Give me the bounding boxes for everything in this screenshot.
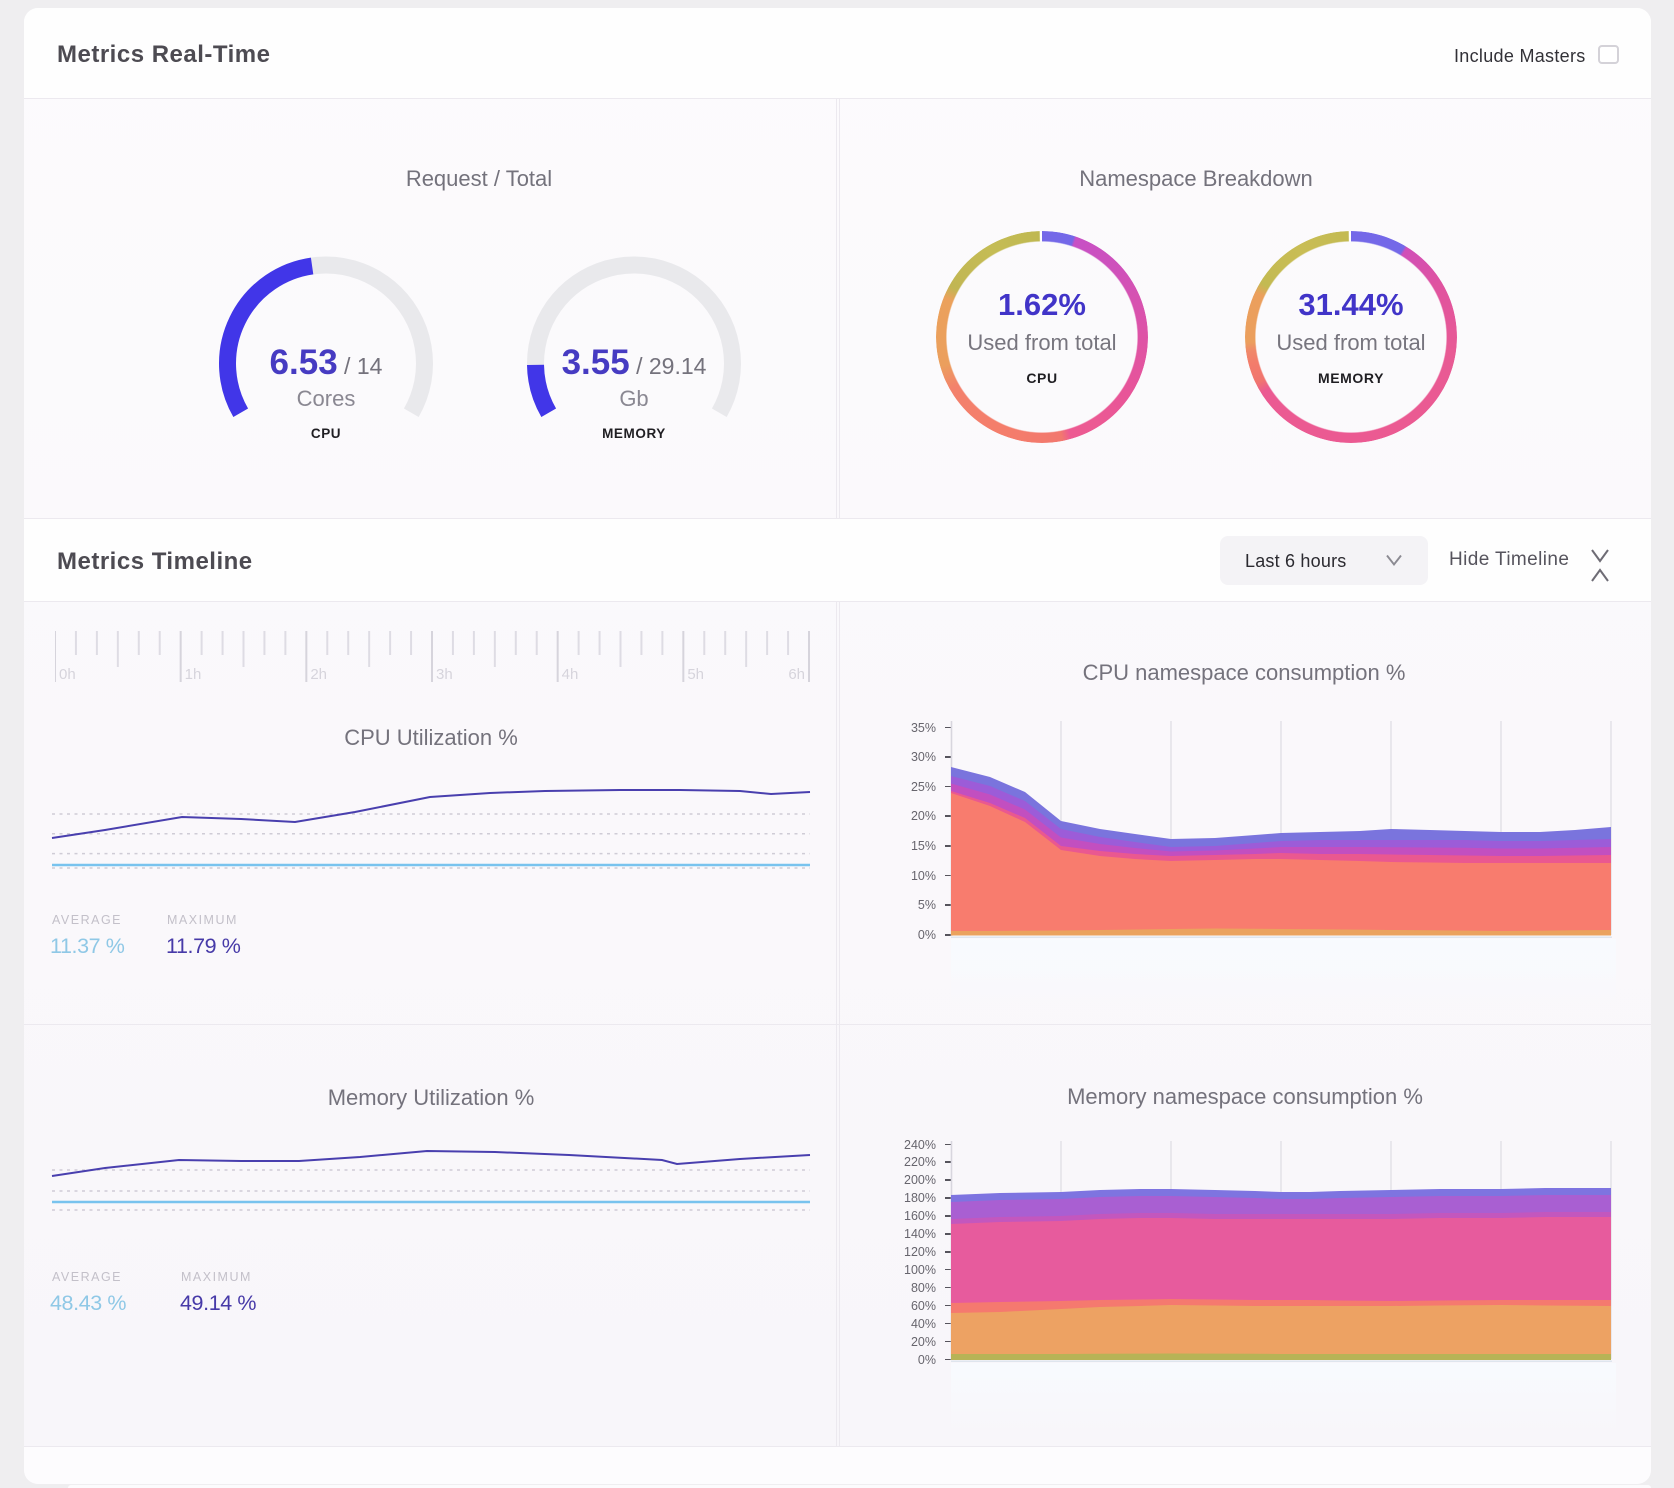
svg-text:3h: 3h: [436, 666, 453, 682]
svg-text:1h: 1h: [185, 666, 202, 682]
svg-text:5h: 5h: [687, 666, 704, 682]
svg-text:0h: 0h: [59, 666, 76, 682]
svg-text:2h: 2h: [310, 666, 327, 682]
svg-text:4h: 4h: [562, 666, 579, 682]
svg-text:6h: 6h: [788, 666, 805, 682]
